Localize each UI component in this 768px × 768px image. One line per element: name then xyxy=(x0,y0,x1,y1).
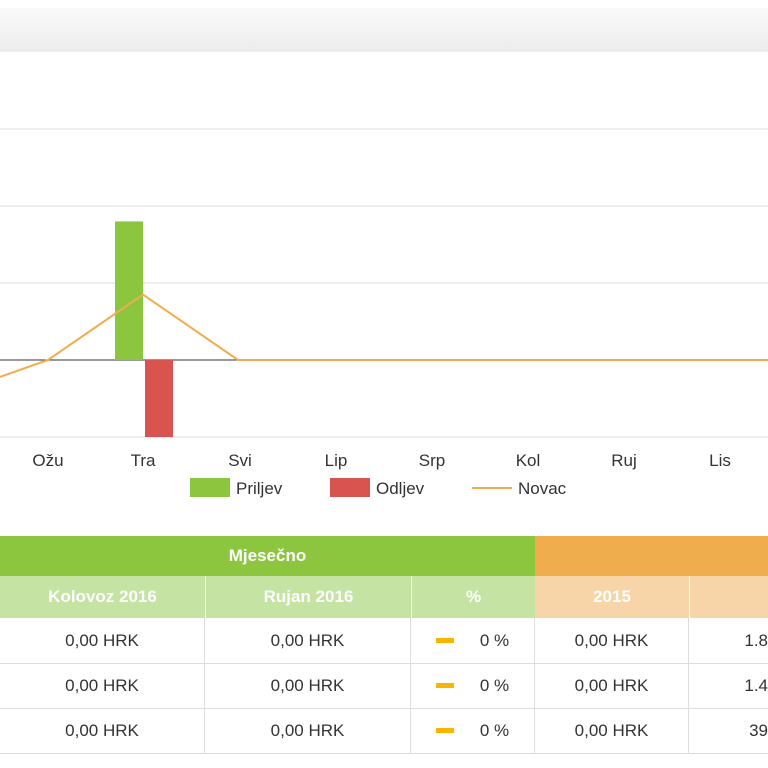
x-tick-label: Svi xyxy=(228,451,252,470)
legend-swatch-priljev xyxy=(190,478,230,497)
cell-2015-value: 0,00 HRK xyxy=(574,630,649,650)
legend-label-priljev: Priljev xyxy=(236,479,283,498)
cell-2015-value: 0,00 HRK xyxy=(574,720,649,740)
cell-percent: 0 % xyxy=(411,708,535,753)
x-tick-label: Kol xyxy=(516,451,541,470)
cell-kolovoz: 0,00 HRK xyxy=(0,708,205,753)
table-group-header: Mjesečno xyxy=(0,536,768,576)
cell-extra: 39 xyxy=(689,708,768,753)
legend-swatch-odljev xyxy=(330,478,370,497)
cell-rujan: 0,00 HRK xyxy=(205,708,411,753)
table-row: 0,00 HRK 0,00 HRK 0 % 0,00 HRK 1.4 xyxy=(0,663,768,709)
chart-svg: Ožu Tra Svi Lip Srp Kol Ruj Lis Priljev Odljev Nov… xyxy=(0,128,768,498)
trend-flat-icon xyxy=(435,638,454,643)
cell-rujan-value: 0,00 HRK xyxy=(270,630,345,650)
cell-kolovoz-value: 0,00 HRK xyxy=(65,720,139,740)
cell-extra: 1.8 xyxy=(689,618,768,663)
group-yearly xyxy=(535,536,768,576)
cell-kolovoz-value: 0,00 HRK xyxy=(65,675,139,695)
bar-priljev xyxy=(115,221,143,360)
panel-header-bar xyxy=(0,8,768,52)
cell-2015: 0,00 HRK xyxy=(535,708,689,753)
cell-extra-value: 1.4 xyxy=(744,675,768,695)
cell-extra: 1.4 xyxy=(689,663,768,708)
bar-odljev xyxy=(145,360,173,437)
col-kolovoz-2016[interactable]: Kolovoz 2016 xyxy=(0,576,205,618)
cell-percent-value: 0 % xyxy=(479,675,510,695)
cell-percent: 0 % xyxy=(411,663,535,708)
legend-label-novac: Novac xyxy=(518,479,567,498)
cell-percent-value: 0 % xyxy=(479,720,510,740)
col-extra[interactable] xyxy=(689,576,768,618)
cell-percent-value: 0 % xyxy=(479,630,510,650)
cell-kolovoz: 0,00 HRK xyxy=(0,663,205,708)
trend-flat-icon xyxy=(435,683,454,688)
group-monthly: Mjesečno xyxy=(0,536,535,576)
cell-kolovoz-value: 0,00 HRK xyxy=(65,630,139,650)
col-rujan-2016[interactable]: Rujan 2016 xyxy=(205,576,411,618)
x-tick-label: Tra xyxy=(131,451,156,470)
cell-percent: 0 % xyxy=(411,618,535,663)
x-tick-label: Ožu xyxy=(32,451,63,470)
cell-2015: 0,00 HRK xyxy=(535,663,689,708)
table-column-header: Kolovoz 2016 Rujan 2016 % 2015 xyxy=(0,576,768,618)
x-tick-label: Lis xyxy=(709,451,731,470)
cash-flow-chart: Ožu Tra Svi Lip Srp Kol Ruj Lis Priljev Odljev Nov… xyxy=(0,52,768,520)
cell-2015: 0,00 HRK xyxy=(535,618,689,663)
cell-rujan-value: 0,00 HRK xyxy=(270,720,345,740)
cell-extra-value: 1.8 xyxy=(744,630,768,650)
cell-rujan: 0,00 HRK xyxy=(205,618,411,663)
col-percent[interactable]: % xyxy=(411,576,535,618)
x-tick-label: Srp xyxy=(419,451,445,470)
table-row: 0,00 HRK 0,00 HRK 0 % 0,00 HRK 1.8 xyxy=(0,618,768,664)
trend-flat-icon xyxy=(435,728,454,733)
line-novac xyxy=(0,293,768,378)
x-tick-label: Lip xyxy=(325,451,348,470)
legend-label-odljev: Odljev xyxy=(376,479,425,498)
cell-extra-value: 39 xyxy=(749,720,768,740)
cell-kolovoz: 0,00 HRK xyxy=(0,618,205,663)
table-row: 0,00 HRK 0,00 HRK 0 % 0,00 HRK 39 xyxy=(0,708,768,754)
col-2015[interactable]: 2015 xyxy=(535,576,689,618)
cell-rujan-value: 0,00 HRK xyxy=(270,675,345,695)
cell-rujan: 0,00 HRK xyxy=(205,663,411,708)
x-tick-label: Ruj xyxy=(611,451,637,470)
cell-2015-value: 0,00 HRK xyxy=(574,675,649,695)
